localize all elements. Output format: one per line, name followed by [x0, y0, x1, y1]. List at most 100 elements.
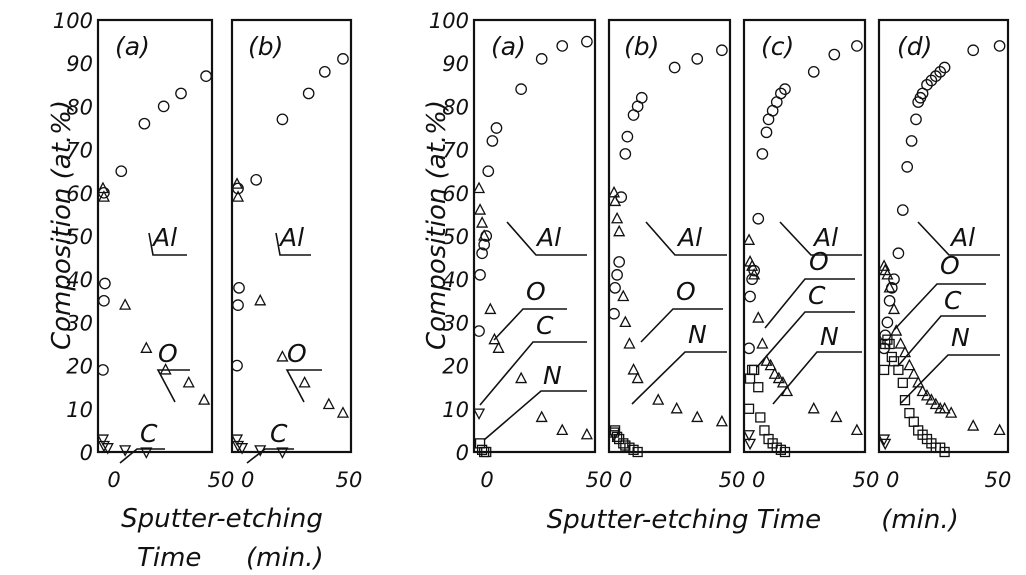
right-y-tick-90: 90 — [442, 52, 469, 76]
left-y-tick-70: 70 — [66, 139, 93, 163]
species-label-N: N — [951, 323, 970, 352]
right-y-tick-10: 10 — [442, 398, 469, 422]
data-point-circle — [613, 256, 626, 268]
data-point-triangle-up — [894, 337, 907, 349]
leader-line-Al — [506, 221, 587, 256]
leader-line-N — [772, 351, 862, 405]
species-label-C: C — [140, 419, 158, 448]
data-point-triangle-down — [101, 443, 114, 455]
data-point-triangle-down — [96, 434, 110, 446]
right-y-axis-label: Composition (at.%) — [422, 100, 452, 350]
data-point-triangle-up — [772, 371, 785, 384]
left-y-tick-60: 60 — [66, 182, 93, 206]
panel-left-b: (b) Al O C — [230, 18, 353, 464]
data-point-circle — [775, 87, 787, 100]
data-point-triangle-up — [776, 375, 790, 388]
data-point-circle — [760, 126, 773, 139]
panel-frame — [230, 18, 353, 454]
leader-line-Al — [275, 232, 311, 256]
data-point-triangle-up — [881, 267, 894, 280]
panel-label: (d) — [897, 32, 932, 61]
data-point-square — [481, 446, 492, 458]
data-point-circle — [473, 325, 485, 337]
data-point-triangle-up — [515, 371, 528, 384]
panel-frame — [96, 18, 214, 454]
data-point-triangle-down — [742, 430, 756, 442]
data-point-circle — [276, 113, 289, 126]
data-point-triangle-up — [938, 401, 951, 414]
data-point-square — [474, 438, 486, 449]
species-label-Al: Al — [812, 223, 838, 252]
data-point-triangle-up — [850, 423, 863, 436]
panel-left-a: (a) Al O C — [96, 18, 214, 464]
data-point-circle — [967, 44, 980, 57]
right-x-axis-label-unit: (min.) — [881, 505, 959, 535]
data-point-triangle-up — [883, 280, 896, 293]
left-y-tick-10: 10 — [66, 398, 93, 422]
data-point-triangle-up — [478, 229, 491, 241]
data-point-square — [939, 446, 950, 458]
data-point-circle — [609, 281, 621, 294]
data-point-triangle-up — [907, 367, 920, 379]
data-point-triangle-up — [617, 289, 630, 302]
left-y-tick-20: 20 — [66, 355, 93, 379]
data-point-triangle-down — [231, 440, 245, 453]
species-label-O: O — [158, 339, 178, 368]
data-point-circle — [97, 364, 109, 376]
data-point-square — [899, 395, 911, 406]
data-point-square — [893, 364, 904, 376]
right-y-tick-100: 100 — [429, 9, 469, 33]
species-label-O: O — [940, 251, 960, 280]
data-point-circle — [716, 44, 728, 57]
data-point-square — [746, 364, 758, 376]
data-point-triangle-up — [182, 375, 195, 388]
data-point-triangle-up — [198, 393, 211, 405]
data-point-triangle-up — [230, 177, 244, 189]
species-label-C: C — [270, 419, 288, 448]
panel-layer: 0 10 20 30 40 50 60 70 80 90 100 0 10 20 30 40 50 60 70 80 9… — [53, 9, 1011, 492]
data-point-triangle-up — [764, 358, 777, 371]
data-point-triangle-up — [535, 410, 548, 423]
data-point-circle — [115, 165, 128, 178]
leader-line-N — [900, 354, 1000, 404]
species-label-Al: Al — [949, 223, 975, 252]
species-label-N: N — [820, 322, 839, 351]
data-point-circle — [901, 161, 914, 173]
data-point-circle — [98, 294, 110, 307]
data-point-circle — [486, 135, 499, 147]
data-point-triangle-up — [492, 341, 505, 353]
leader-line-O — [764, 278, 855, 329]
data-point-square — [759, 425, 770, 436]
leader-line-O — [156, 369, 190, 403]
data-point-square — [908, 416, 919, 427]
data-point-triangle-up — [925, 393, 938, 405]
data-point-circle — [482, 165, 495, 178]
data-point-circle — [621, 130, 634, 143]
data-point-square — [611, 431, 623, 443]
left-y-tick-0: 0 — [80, 441, 93, 465]
species-label-O: O — [676, 277, 696, 306]
species-label-N: N — [543, 361, 562, 390]
data-point-triangle-up — [488, 332, 501, 345]
left-x-tick-50-0: 50 0 — [208, 468, 255, 492]
data-point-circle — [929, 70, 942, 83]
data-point-square — [755, 412, 766, 423]
data-point-triangle-down — [472, 408, 486, 421]
leader-line-O — [640, 308, 723, 343]
data-point-triangle-up — [807, 401, 820, 414]
panel-frame — [742, 18, 867, 454]
data-point-circle — [938, 61, 951, 74]
data-point-triangle-down — [879, 438, 892, 451]
right-x-tick-0: 0 — [480, 468, 493, 492]
data-point-square — [897, 377, 908, 389]
species-label-C: C — [944, 286, 962, 315]
left-y-tick-80: 80 — [66, 95, 93, 119]
data-point-circle — [752, 212, 765, 225]
data-point-triangle-up — [967, 419, 980, 431]
data-point-triangle-down — [276, 447, 289, 459]
data-point-triangle-up — [631, 371, 644, 384]
data-point-circle — [474, 269, 486, 281]
data-point-triangle-up — [760, 354, 773, 366]
